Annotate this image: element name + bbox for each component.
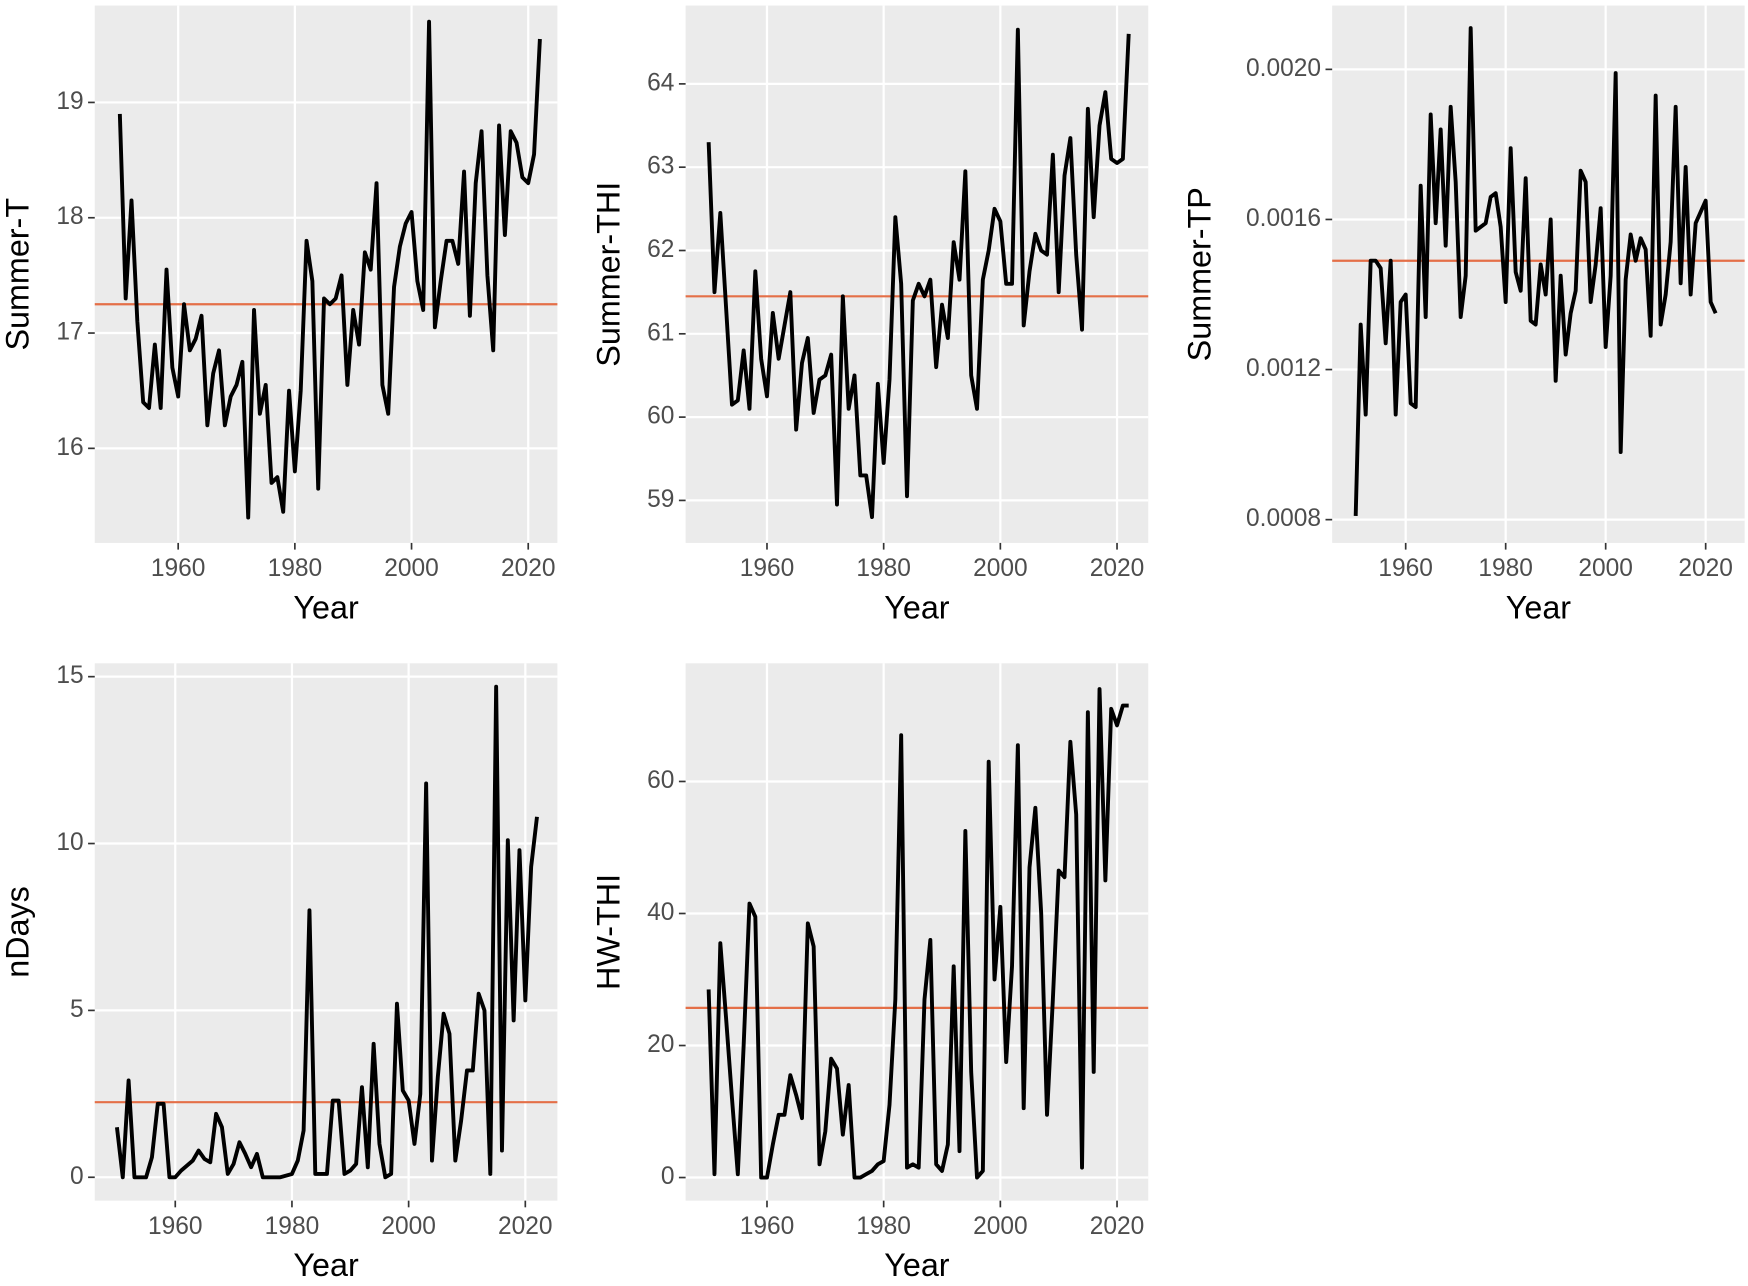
y-tick-label: 19 <box>56 88 83 115</box>
x-tick-label: 2000 <box>384 555 439 582</box>
x-tick-label: 1960 <box>1378 555 1433 582</box>
x-tick-label: 2000 <box>973 555 1028 582</box>
y-tick-label: 60 <box>647 403 674 430</box>
data-line <box>114 684 539 1180</box>
y-tick-label: 0.0016 <box>1246 205 1321 232</box>
y-tick-label: 60 <box>647 767 674 794</box>
plot-background <box>94 663 558 1201</box>
y-axis-title: nDays <box>0 886 36 978</box>
plot-background <box>94 5 558 543</box>
y-tick-label: 61 <box>647 319 674 346</box>
y-tick-label: 5 <box>70 996 84 1023</box>
x-tick-label: 1980 <box>268 555 323 582</box>
x-tick-label: 2000 <box>973 1213 1028 1240</box>
x-axis-title: Year <box>293 1247 359 1283</box>
y-tick-label: 0.0020 <box>1246 55 1321 82</box>
data-line <box>1353 26 1718 516</box>
x-axis-title: Year <box>1506 589 1572 625</box>
y-tick-label: 15 <box>56 662 83 689</box>
panel: 0 20 40 60 1960 1980 2000 2020 Year HW-THI <box>590 663 1149 1283</box>
x-tick-label: 1960 <box>740 555 795 582</box>
x-tick-label: 1980 <box>265 1213 320 1240</box>
y-tick-label: 0 <box>70 1163 84 1190</box>
x-axis-title: Year <box>884 1247 950 1283</box>
y-tick-label: 59 <box>647 486 674 513</box>
x-tick-label: 2020 <box>1090 555 1145 582</box>
x-tick-label: 1960 <box>740 1213 795 1240</box>
y-tick-label: 0 <box>661 1163 675 1190</box>
y-tick-label: 10 <box>56 829 83 856</box>
y-axis-title: Summer-TP <box>1181 187 1217 361</box>
data-line <box>706 27 1131 520</box>
y-tick-label: 18 <box>56 203 83 230</box>
y-tick-label: 17 <box>56 319 83 346</box>
y-tick-label: 16 <box>56 434 83 461</box>
x-tick-label: 2020 <box>501 555 556 582</box>
panel: 16 17 18 19 1960 1980 2000 2020 Year Summer-T <box>0 5 558 625</box>
y-tick-label: 0.0012 <box>1246 355 1321 382</box>
x-tick-label: 1980 <box>856 555 911 582</box>
x-tick-label: 1960 <box>151 555 206 582</box>
x-tick-label: 2000 <box>1578 555 1633 582</box>
y-tick-label: 40 <box>647 899 674 926</box>
y-tick-label: 0.0008 <box>1246 505 1321 532</box>
x-tick-label: 1980 <box>856 1213 911 1240</box>
x-tick-label: 2020 <box>1678 555 1733 582</box>
x-tick-label: 1960 <box>148 1213 203 1240</box>
y-axis-title: HW-THI <box>590 874 626 990</box>
data-line <box>706 687 1129 1180</box>
plot-background <box>685 5 1149 543</box>
y-tick-label: 20 <box>647 1031 674 1058</box>
panel: 59 60 61 62 63 64 1960 1980 2000 2020 Year Summer-T… <box>590 5 1149 625</box>
y-tick-label: 62 <box>647 236 674 263</box>
data-line <box>117 19 542 520</box>
x-axis-title: Year <box>293 589 359 625</box>
y-tick-label: 63 <box>647 153 674 180</box>
y-tick-label: 64 <box>647 69 674 96</box>
x-axis-title: Year <box>884 589 950 625</box>
x-tick-label: 2020 <box>1090 1213 1145 1240</box>
y-axis-title: Summer-THI <box>590 182 626 367</box>
x-tick-label: 2000 <box>381 1213 436 1240</box>
y-axis-title: Summer-T <box>0 198 36 351</box>
panel: 0 5 10 15 1960 1980 2000 2020 Year nDays <box>0 662 558 1283</box>
x-tick-label: 2020 <box>498 1213 553 1240</box>
panel: 0.0008 0.0012 0.0016 0.0020 1960 1980 2000 2020… <box>1181 5 1745 625</box>
x-tick-label: 1980 <box>1478 555 1533 582</box>
